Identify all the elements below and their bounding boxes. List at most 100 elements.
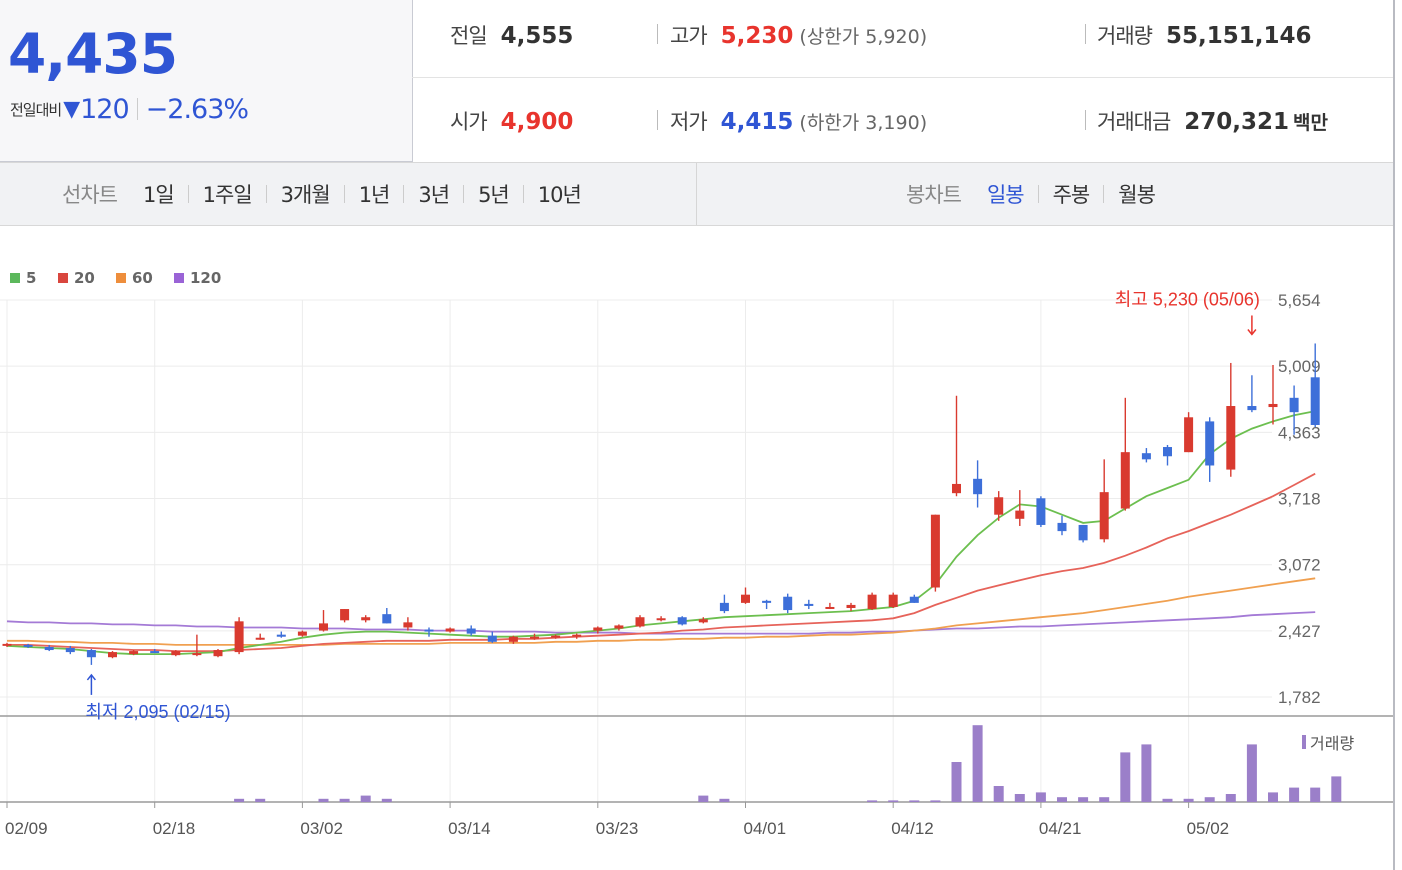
line-chart-label: 선차트 (62, 183, 118, 207)
candle-body (909, 596, 919, 603)
stock-chart[interactable]: 5,654 5,009 4,363 3,718 3,072 2,427 1,782 5 20 60… (0, 225, 1393, 870)
candle-body (1078, 524, 1088, 541)
candle-body (952, 483, 961, 494)
change-label: 전일대비 (10, 100, 62, 119)
volume-bar (255, 798, 266, 802)
candle-body (1036, 498, 1046, 525)
volume-bar (930, 800, 941, 802)
y-tick-label: 3,072 (1278, 556, 1321, 575)
candle-body (382, 614, 392, 624)
legend-swatch (116, 273, 126, 283)
frame-border (1393, 0, 1395, 870)
legend-swatch (174, 273, 184, 283)
tab-1d[interactable]: 1일 (142, 183, 175, 207)
high-annotation: 최고 5,230 (05/06) (1115, 289, 1260, 309)
tab-daily[interactable]: 일봉 (986, 183, 1025, 207)
divider (412, 77, 1395, 78)
tab-1w[interactable]: 1주일 (202, 183, 253, 207)
candle-body (86, 650, 96, 658)
stat-low: 저가 4,415 (하한가 3,190) (670, 106, 927, 136)
volume-bar (1014, 794, 1025, 802)
divider (696, 163, 697, 225)
volume-bar (1162, 798, 1173, 802)
candle-body (319, 623, 328, 631)
tab-5y[interactable]: 5년 (478, 183, 510, 207)
tab-3y[interactable]: 3년 (418, 183, 450, 207)
candle-body (1226, 406, 1236, 470)
divider (1103, 185, 1105, 203)
candle-body (994, 497, 1004, 515)
divider (265, 185, 267, 203)
volume-bar (1057, 797, 1067, 802)
down-arrow-icon: ▼ (63, 96, 81, 122)
tab-weekly[interactable]: 주봉 (1052, 183, 1091, 207)
candle-body (65, 647, 75, 653)
volume-bar (719, 798, 730, 802)
moving-average-line-ma120 (6, 611, 1316, 635)
low-arrow-head-icon (86, 673, 96, 681)
low-label: 저가 (670, 110, 708, 134)
change-percent: −2.63% (145, 93, 249, 125)
prev-close-value: 4,555 (500, 23, 574, 49)
candle-body (403, 622, 413, 628)
volume-bar (339, 798, 350, 802)
open-value: 4,900 (500, 109, 574, 135)
volume-bar (993, 786, 1004, 802)
stat-high: 고가 5,230 (상한가 5,920) (670, 20, 927, 50)
tab-10y[interactable]: 10년 (537, 183, 582, 207)
y-tick-label: 5,009 (1278, 357, 1321, 376)
price-summary: 4,435 전일대비 ▼ 120 −2.63% (0, 0, 413, 162)
volume-bar (1120, 752, 1131, 802)
volume-bar (888, 800, 899, 802)
line-chart-tabs: 선차트 1일 1주일 3개월 1년 3년 5년 10년 (62, 163, 582, 225)
divider (187, 185, 189, 203)
divider (136, 98, 138, 120)
chart-tabs: 선차트 1일 1주일 3개월 1년 3년 5년 10년 봉차트 일봉 주봉 월봉 (0, 162, 1393, 226)
candle-body (213, 650, 223, 657)
low-annotation: 최저 2,095 (02/15) (85, 702, 230, 722)
candle-body (234, 621, 244, 653)
candle-body (656, 618, 666, 621)
candle-body (930, 514, 940, 588)
candle-body (698, 619, 708, 623)
y-tick-label: 3,718 (1278, 490, 1321, 509)
high-value: 5,230 (720, 23, 794, 49)
candle-body (192, 653, 202, 656)
candle-body (445, 628, 455, 632)
volume-bar (381, 798, 392, 802)
tab-monthly[interactable]: 월봉 (1118, 183, 1156, 207)
lower-limit: (하한가 3,190) (799, 112, 928, 134)
candle-body (804, 603, 814, 606)
volume-label: 거래량 (1097, 24, 1153, 48)
candle-body (572, 634, 582, 637)
legend-swatch (10, 273, 20, 283)
x-tick-label: 02/09 (5, 819, 48, 838)
volume-bar (1141, 744, 1152, 802)
volume-label: 거래량 (1310, 734, 1354, 753)
candle-body (276, 634, 286, 637)
moving-average-line-ma20 (7, 472, 1316, 653)
x-tick-label: 04/21 (1039, 819, 1082, 838)
candle-body (1310, 377, 1320, 425)
candle-body (825, 606, 835, 609)
candle-body (846, 604, 856, 609)
current-price: 4,435 (8, 22, 178, 86)
candle-body (635, 617, 645, 627)
tab-1y[interactable]: 1년 (358, 183, 391, 207)
volume-bar (360, 795, 371, 802)
volume-legend-swatch (1302, 735, 1306, 749)
candle-body (530, 636, 539, 639)
candle-body (741, 594, 750, 603)
candle-body (340, 609, 350, 621)
candle-body (1141, 453, 1151, 460)
amount-unit: 백만 (1293, 112, 1329, 134)
candle-body (1247, 406, 1257, 411)
divider (343, 185, 345, 203)
divider (1085, 24, 1086, 44)
stat-volume: 거래량 55,151,146 (1097, 20, 1311, 50)
tab-3m[interactable]: 3개월 (280, 183, 331, 207)
candle-body (424, 629, 434, 632)
divider (522, 185, 524, 203)
y-tick-label: 5,654 (1278, 291, 1321, 310)
stat-prev-close: 전일 4,555 (450, 20, 573, 50)
